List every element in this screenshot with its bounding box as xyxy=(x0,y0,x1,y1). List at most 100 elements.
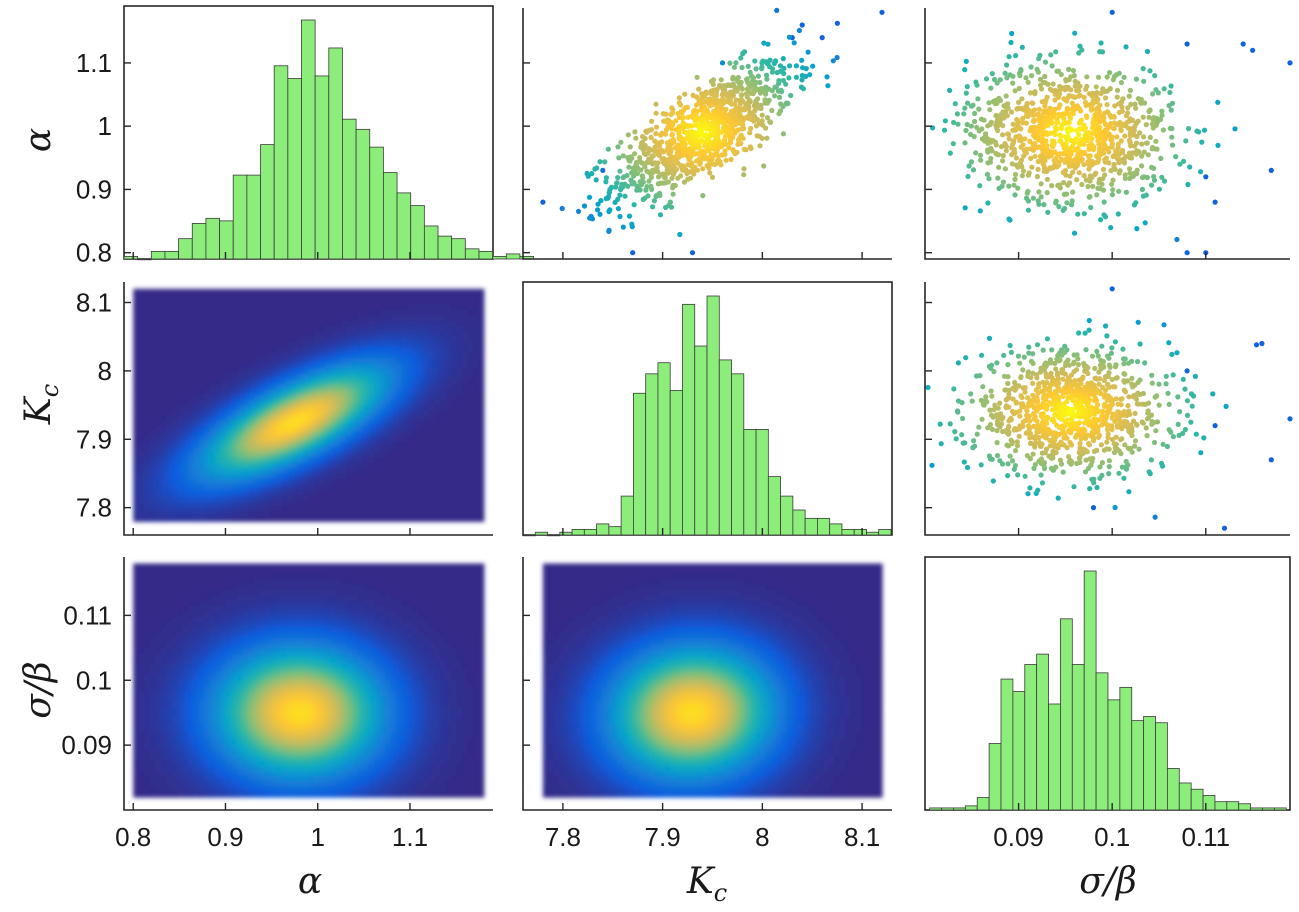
density-cell xyxy=(259,394,266,401)
scatter-point xyxy=(722,133,729,140)
density-cell xyxy=(341,463,348,470)
density-cell xyxy=(439,352,447,359)
density-cell xyxy=(281,505,288,512)
density-cell xyxy=(450,389,457,396)
scatter-point xyxy=(1160,127,1166,133)
density-cell xyxy=(341,415,348,422)
scatter-point xyxy=(1098,40,1104,46)
density-cell xyxy=(220,394,227,401)
density-cell xyxy=(319,463,326,470)
density-cell xyxy=(155,510,162,517)
density-cell xyxy=(220,405,227,411)
density-cell xyxy=(379,468,386,475)
scatter-point xyxy=(1102,172,1108,178)
density-cell xyxy=(182,431,189,438)
scatter-point xyxy=(741,146,747,152)
density-cell xyxy=(308,368,315,374)
density-cell xyxy=(330,420,337,427)
density-cell xyxy=(220,442,227,448)
scatter-point xyxy=(986,100,992,106)
density-cell xyxy=(220,288,227,295)
scatter-point xyxy=(988,119,994,125)
density-cell xyxy=(264,315,271,322)
density-cell xyxy=(379,473,386,480)
density-cell xyxy=(149,479,156,485)
density-cell xyxy=(396,436,403,443)
density-cell xyxy=(346,479,353,485)
density-cell xyxy=(248,341,255,348)
density-cell xyxy=(292,357,299,364)
density-cell xyxy=(467,457,474,464)
density-cell xyxy=(220,473,227,480)
density-cell xyxy=(204,479,211,485)
density-cell xyxy=(292,325,299,332)
density-cell xyxy=(418,373,425,380)
density-cell xyxy=(352,516,359,522)
density-cell xyxy=(133,299,140,306)
density-cell xyxy=(461,357,468,364)
density-cell xyxy=(439,325,447,332)
density-cell xyxy=(193,484,200,491)
density-cell xyxy=(144,457,151,464)
density-cell xyxy=(149,500,156,507)
density-cell xyxy=(166,346,173,353)
scatter-point xyxy=(1055,119,1061,125)
density-cell xyxy=(429,352,436,359)
density-cell xyxy=(215,505,222,512)
density-cell xyxy=(226,288,233,295)
scatter-point xyxy=(595,201,601,207)
density-cell xyxy=(346,341,353,348)
density-cell xyxy=(149,415,156,422)
density-cell xyxy=(368,479,375,485)
scatter-point xyxy=(1089,93,1095,99)
density-cell xyxy=(281,410,288,417)
density-cell xyxy=(149,346,156,353)
density-cell xyxy=(439,473,447,480)
density-cell xyxy=(253,442,260,448)
density-cell xyxy=(281,394,288,401)
density-cell xyxy=(264,357,271,364)
density-cell xyxy=(461,426,468,433)
density-cell xyxy=(445,457,452,464)
scatter-point xyxy=(615,196,621,202)
density-cell xyxy=(297,510,304,517)
density-cell xyxy=(215,346,222,353)
density-cell xyxy=(461,489,468,496)
scatter-point xyxy=(1023,195,1030,201)
density-cell xyxy=(264,325,271,332)
density-cell xyxy=(478,357,485,364)
density-cell xyxy=(281,473,288,480)
density-cell xyxy=(346,463,353,470)
density-cell xyxy=(193,436,200,443)
scatter-point xyxy=(1000,132,1006,138)
density-cell xyxy=(445,500,452,507)
density-cell xyxy=(341,304,348,311)
density-cell xyxy=(292,510,299,517)
density-cell xyxy=(319,362,326,369)
density-cell xyxy=(472,320,479,327)
scatter-point xyxy=(1023,120,1029,126)
density-cell xyxy=(445,383,452,390)
density-cell xyxy=(341,378,348,385)
density-cell xyxy=(275,463,282,470)
scatter-point xyxy=(632,129,638,135)
scatter-point xyxy=(976,106,982,112)
density-cell xyxy=(390,309,397,316)
density-cell xyxy=(237,431,244,438)
density-cell xyxy=(171,362,178,369)
density-cell xyxy=(401,294,408,300)
histogram-bar xyxy=(547,534,561,537)
density-cell xyxy=(396,320,403,327)
density-cell xyxy=(461,431,468,438)
scatter-point xyxy=(733,97,739,103)
density-cell xyxy=(281,479,288,485)
density-cell xyxy=(253,431,260,438)
density-cell xyxy=(313,510,321,517)
density-cell xyxy=(209,373,216,380)
density-cell xyxy=(253,500,260,507)
scatter-point xyxy=(942,118,949,124)
scatter-point xyxy=(799,72,805,79)
density-cell xyxy=(456,383,463,390)
density-cell xyxy=(297,389,304,396)
density-cell xyxy=(182,320,189,327)
